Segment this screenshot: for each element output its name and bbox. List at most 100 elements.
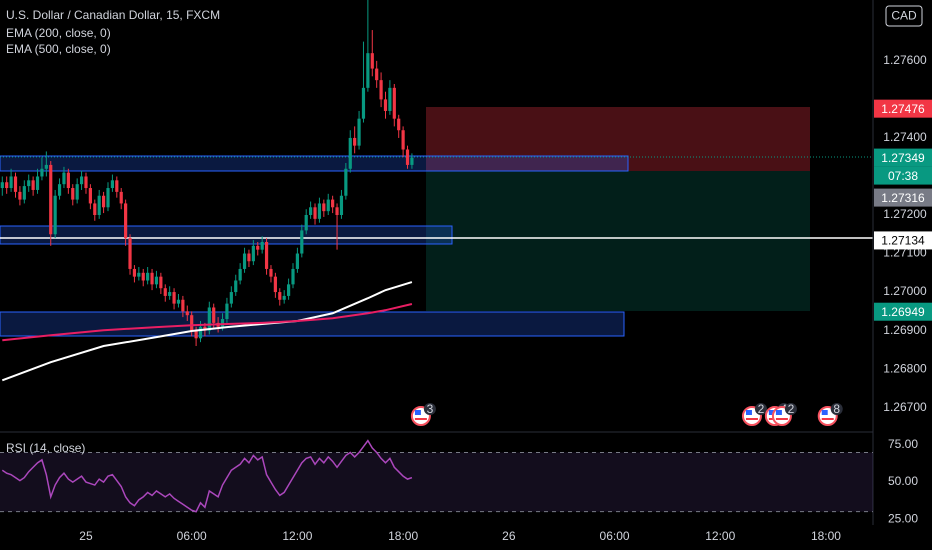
- candle-body: [256, 245, 260, 250]
- y-tick-label: 1.27400: [883, 130, 927, 144]
- candle-body: [53, 195, 57, 235]
- candle-body: [331, 199, 335, 208]
- candle-body: [375, 68, 379, 81]
- candle-body: [370, 53, 374, 69]
- indicator-label: EMA (500, close, 0): [6, 42, 111, 56]
- price-badge-label: 1.27134: [881, 234, 925, 248]
- event-flag: [768, 410, 775, 415]
- stop-zone: [426, 107, 810, 171]
- price-badge-label: 1.27476: [881, 102, 925, 116]
- candle-body: [128, 238, 132, 269]
- candle-body: [269, 268, 273, 277]
- candle-body: [62, 172, 66, 185]
- candle-body: [71, 188, 75, 200]
- candle-body: [339, 195, 344, 215]
- candle-body: [176, 299, 181, 304]
- candle-body: [242, 253, 247, 269]
- candle-body: [132, 268, 137, 277]
- candle-body: [13, 176, 18, 192]
- candle-body: [159, 276, 163, 289]
- candle-body: [79, 176, 84, 185]
- event-count-bg: [754, 403, 767, 415]
- candle-body: [146, 272, 150, 281]
- y-tick-label: 1.26900: [883, 323, 927, 337]
- chart-title: U.S. Dollar / Canadian Dollar, 15, FXCM: [6, 8, 220, 22]
- candle-body: [181, 299, 185, 312]
- candle-body: [392, 87, 396, 119]
- candle-body: [88, 188, 92, 204]
- event-count-bg: [830, 403, 843, 415]
- rsi-tick-label: 75.00: [888, 437, 918, 451]
- price-badge: [874, 148, 932, 167]
- candle-body: [119, 191, 123, 204]
- candle-body: [344, 168, 348, 196]
- price-badge: [874, 231, 932, 250]
- candle-body: [9, 176, 13, 189]
- countdown: 07:38: [888, 169, 918, 183]
- price-badge: [874, 302, 932, 321]
- event-flag: [745, 410, 752, 415]
- x-tick-label: 06:00: [600, 529, 630, 543]
- x-tick-label: 12:00: [282, 529, 312, 543]
- price-badge-label: 1.27349: [881, 151, 925, 165]
- candle-body: [264, 241, 269, 269]
- candle-body: [326, 199, 330, 212]
- price-badge: [874, 99, 932, 118]
- event-count: 2: [758, 402, 765, 416]
- ema-line: [2, 303, 413, 342]
- event-count: 8: [833, 402, 840, 416]
- countdown-badge: [874, 166, 932, 185]
- candles: [0, 0, 414, 347]
- candle-body: [273, 276, 277, 293]
- candle-body: [198, 326, 203, 339]
- price-badge-label: 1.27316: [881, 191, 925, 205]
- x-tick-label: 18:00: [811, 529, 841, 543]
- candle-body: [247, 253, 251, 262]
- zone: [0, 225, 453, 245]
- candle-body: [379, 80, 383, 100]
- event-count-bg: [423, 403, 436, 415]
- y-tick-label: 1.27200: [883, 207, 927, 221]
- candle-body: [291, 268, 295, 285]
- candle-body: [150, 272, 154, 285]
- candle-body: [348, 137, 352, 169]
- event-count: 2: [788, 402, 795, 416]
- drawings: [0, 0, 874, 525]
- event-count-bg: [784, 403, 797, 415]
- candle-body: [31, 180, 35, 190]
- candle-body: [18, 191, 22, 200]
- candle-body: [251, 245, 255, 262]
- candle-body: [304, 215, 308, 231]
- candle-body: [190, 315, 194, 331]
- y-tick-label: 1.27000: [883, 284, 927, 298]
- candle-body: [93, 203, 97, 215]
- zone: [0, 155, 629, 172]
- zone: [0, 311, 625, 337]
- rsi-title: RSI (14, close): [6, 441, 85, 455]
- x-tick-label: 25: [79, 529, 93, 543]
- candle-body: [295, 253, 300, 269]
- x-tick-label: 06:00: [177, 529, 207, 543]
- candle-body: [154, 276, 159, 285]
- candle-body: [397, 118, 401, 131]
- candle-body: [212, 307, 216, 323]
- candle-body: [97, 195, 101, 215]
- candle-body: [49, 164, 53, 235]
- candle-body: [238, 268, 242, 281]
- candle-body: [124, 203, 128, 239]
- currency-badge[interactable]: [885, 5, 923, 27]
- candle-body: [163, 288, 167, 296]
- candle-body: [366, 53, 370, 88]
- candle-body: [234, 280, 238, 293]
- candle-body: [84, 176, 88, 189]
- candle-body: [207, 307, 211, 331]
- candle-body: [106, 188, 110, 208]
- ema-line: [1, 281, 413, 382]
- candle-body: [101, 195, 106, 208]
- y-tick-label: 1.26700: [883, 400, 927, 414]
- y-tick-label: 1.27600: [883, 53, 927, 67]
- candle-body: [388, 87, 392, 111]
- candle-body: [410, 157, 414, 165]
- candle-body: [115, 180, 119, 192]
